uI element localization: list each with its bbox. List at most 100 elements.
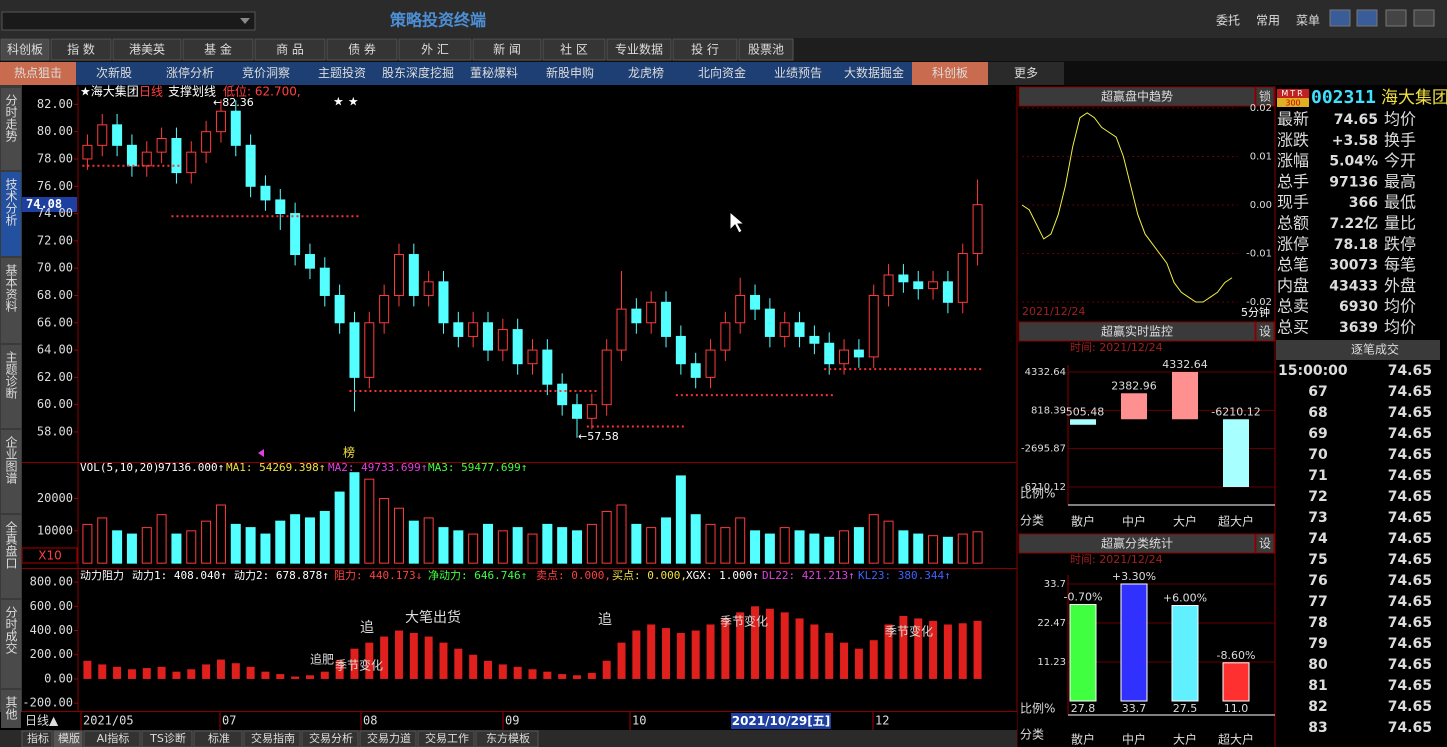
volume-bar bbox=[171, 533, 182, 564]
side-tab[interactable] bbox=[1, 430, 21, 513]
trade-price: 74.65 bbox=[1388, 384, 1432, 400]
side-tab[interactable] bbox=[1, 515, 21, 598]
menu-item[interactable] bbox=[606, 38, 672, 61]
indicator-bar bbox=[335, 660, 344, 679]
candle-body bbox=[112, 124, 123, 146]
menu-item[interactable] bbox=[738, 38, 794, 61]
menu-item[interactable] bbox=[398, 38, 472, 61]
bottom-tab[interactable] bbox=[475, 730, 539, 747]
maximize-button[interactable] bbox=[1413, 9, 1435, 27]
category-label: 大户 bbox=[1173, 514, 1197, 529]
toolbar-button[interactable]: 菜单 bbox=[1296, 14, 1320, 28]
bottom-tab[interactable] bbox=[301, 730, 359, 747]
side-tab[interactable] bbox=[1, 172, 21, 256]
bottom-tab[interactable] bbox=[243, 730, 301, 747]
submenu-item[interactable] bbox=[304, 62, 380, 85]
candle-body bbox=[304, 254, 315, 269]
submenu-item[interactable] bbox=[152, 62, 228, 85]
indicator-bar bbox=[157, 666, 166, 679]
volume-bar bbox=[572, 530, 583, 564]
period-switch[interactable]: 日线▲ bbox=[25, 714, 59, 728]
legend: MA2: 49733.699↑ bbox=[328, 461, 427, 474]
submenu-item[interactable] bbox=[836, 62, 912, 85]
side-tab[interactable] bbox=[1, 690, 21, 728]
toolbar-button[interactable]: 常用 bbox=[1256, 14, 1280, 28]
candle-body bbox=[913, 281, 924, 290]
bottom-tab[interactable] bbox=[21, 730, 53, 747]
bottom-tab[interactable] bbox=[193, 730, 243, 747]
setting-button[interactable] bbox=[1255, 321, 1275, 342]
search-box[interactable] bbox=[1, 11, 256, 31]
window-button[interactable] bbox=[1329, 9, 1351, 27]
side-tab[interactable] bbox=[1, 88, 21, 170]
volume-bar bbox=[913, 533, 924, 564]
menu-item[interactable] bbox=[112, 38, 182, 61]
menu-item[interactable] bbox=[50, 38, 112, 61]
bottom-tab[interactable] bbox=[53, 730, 83, 747]
minimize-button[interactable] bbox=[1385, 9, 1407, 27]
submenu-item[interactable] bbox=[380, 62, 456, 85]
indicator-bar bbox=[943, 624, 952, 679]
volume-scale: X10 bbox=[38, 549, 62, 563]
submenu-item[interactable] bbox=[0, 62, 76, 85]
bottom-tab[interactable] bbox=[141, 730, 193, 747]
x-tick-label: 07 bbox=[222, 714, 236, 728]
bottom-tab[interactable] bbox=[359, 730, 417, 747]
quote-value: 97136 bbox=[1329, 174, 1378, 190]
volume-bar bbox=[868, 514, 879, 564]
trade-time: 70 bbox=[1308, 447, 1328, 463]
submenu-item[interactable] bbox=[912, 62, 988, 85]
submenu-item[interactable] bbox=[684, 62, 760, 85]
ratio-label: 比例% bbox=[1020, 487, 1055, 501]
toolbar-button[interactable]: 委托 bbox=[1216, 14, 1240, 28]
side-tab[interactable] bbox=[1, 258, 21, 343]
side-tab[interactable] bbox=[1, 345, 21, 428]
menu-item[interactable] bbox=[182, 38, 254, 61]
y-tick-label: 80.00 bbox=[37, 124, 73, 138]
window-button[interactable] bbox=[1356, 9, 1378, 27]
lock-button[interactable] bbox=[1255, 86, 1275, 107]
menu-item[interactable] bbox=[254, 38, 326, 61]
trade-time: 80 bbox=[1308, 657, 1328, 673]
bottom-tab-label: 东方模板 bbox=[486, 731, 530, 745]
indicator-bar bbox=[498, 664, 507, 679]
indicator-bar bbox=[172, 671, 181, 679]
candle-body bbox=[334, 294, 345, 324]
volume-bar bbox=[260, 533, 271, 564]
submenu-item[interactable] bbox=[228, 62, 304, 85]
menu-item[interactable] bbox=[326, 38, 398, 61]
submenu-item[interactable] bbox=[608, 62, 684, 85]
indicator-bar bbox=[899, 616, 908, 679]
side-tab-label: 企业图谱 bbox=[4, 435, 18, 484]
submenu-item[interactable] bbox=[76, 62, 152, 85]
side-tab[interactable] bbox=[1, 600, 21, 688]
stock-code: 002311 bbox=[1311, 87, 1376, 108]
candle-body bbox=[364, 322, 375, 378]
menu-item[interactable] bbox=[0, 38, 50, 61]
volume-bar bbox=[705, 523, 716, 564]
menu-item[interactable] bbox=[542, 38, 606, 61]
legend: DL22: 421.213↑ bbox=[762, 569, 855, 582]
bar-value: 11.0 bbox=[1224, 702, 1249, 715]
submenu-item[interactable] bbox=[456, 62, 532, 85]
candle-body bbox=[408, 254, 419, 296]
submenu-item[interactable] bbox=[988, 62, 1064, 85]
menu-item[interactable] bbox=[472, 38, 542, 61]
submenu-label: 更多 bbox=[1014, 66, 1038, 80]
candle-body bbox=[557, 383, 568, 406]
scale-box bbox=[21, 547, 78, 564]
submenu-item[interactable] bbox=[760, 62, 836, 85]
indicator-bar bbox=[973, 620, 982, 679]
candle-body bbox=[572, 404, 583, 419]
menu-item[interactable] bbox=[672, 38, 738, 61]
trade-time: 72 bbox=[1308, 489, 1327, 505]
submenu-item[interactable] bbox=[532, 62, 608, 85]
trade-time: 83 bbox=[1308, 720, 1327, 736]
bottom-tab[interactable] bbox=[417, 730, 475, 747]
setting-button[interactable] bbox=[1255, 533, 1275, 554]
current-price-box bbox=[22, 197, 77, 212]
volume-bar bbox=[661, 517, 672, 564]
indicator-name: 动力阻力 bbox=[80, 569, 124, 582]
candle-body bbox=[690, 363, 701, 378]
bottom-tab[interactable] bbox=[83, 730, 141, 747]
